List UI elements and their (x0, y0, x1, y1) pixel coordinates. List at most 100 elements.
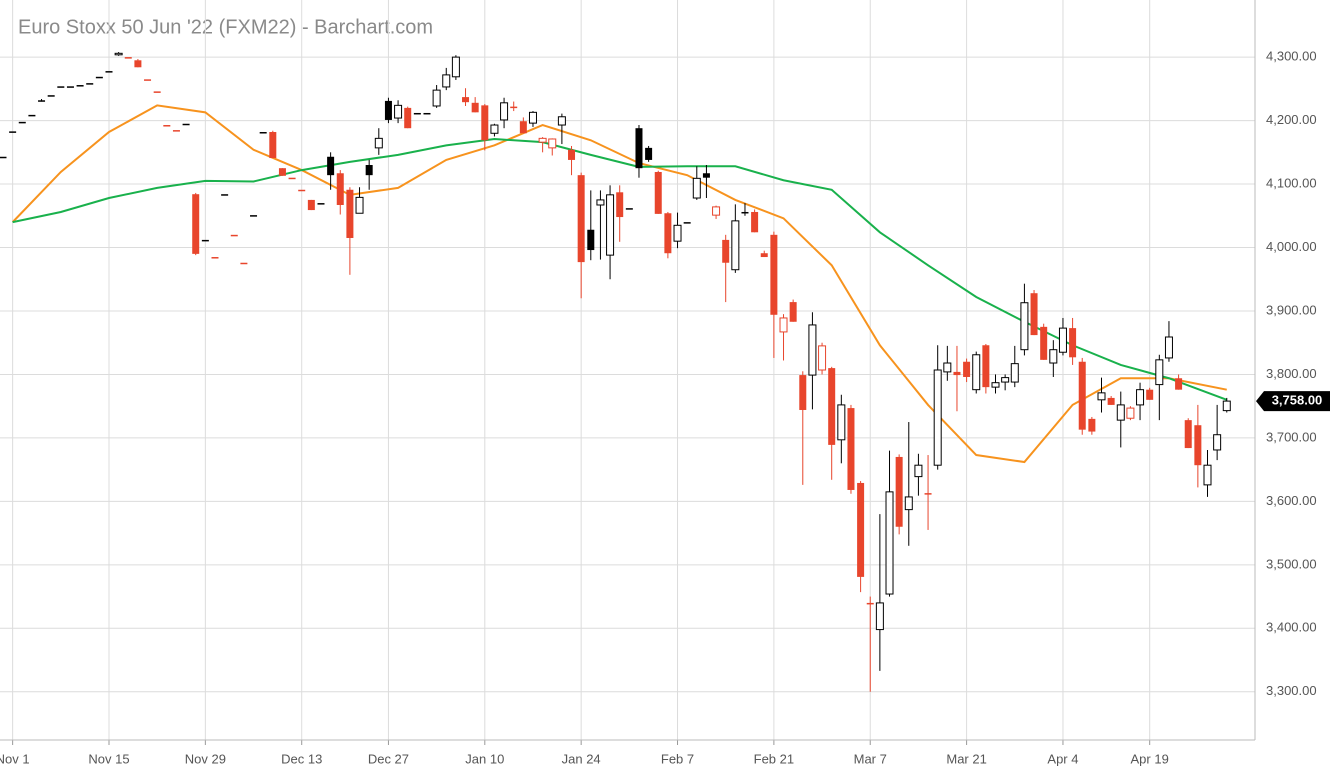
candle-body (616, 192, 624, 218)
candle-body (1194, 425, 1202, 466)
candle-body (596, 199, 605, 206)
candle-body (105, 71, 113, 73)
candle-body (577, 175, 585, 263)
candle (1001, 374, 1010, 391)
candle (857, 481, 865, 593)
candle (432, 85, 441, 108)
candle-body (779, 317, 788, 333)
candle (47, 95, 55, 97)
candle (1107, 396, 1115, 405)
candle (587, 190, 595, 261)
candle-body (47, 95, 55, 97)
candle-body (0, 156, 7, 159)
candle (1155, 354, 1164, 421)
candle-body (808, 324, 817, 376)
candle-body (327, 156, 335, 176)
candle-body (1040, 326, 1048, 360)
candle (423, 112, 431, 115)
candle (692, 166, 701, 200)
candle-body (895, 456, 903, 527)
candle-body (66, 86, 74, 88)
candle-body (288, 177, 296, 180)
y-tick-label: 3,700.00 (1266, 429, 1317, 444)
candle (866, 596, 874, 692)
candle-body (355, 196, 364, 214)
candle (683, 222, 691, 224)
candle (490, 123, 499, 137)
candle (278, 168, 286, 176)
candle-body (914, 464, 923, 478)
candle (95, 76, 103, 79)
candle-body (374, 137, 383, 149)
x-tick-label: Dec 13 (281, 751, 322, 766)
candle (481, 104, 489, 151)
candle (269, 130, 277, 159)
candle-body (317, 203, 325, 205)
candle (1040, 323, 1048, 360)
candle-body (462, 97, 470, 103)
candle-body (451, 56, 460, 78)
candle-body (1058, 327, 1067, 353)
candle-body (442, 74, 451, 88)
candle (1010, 345, 1019, 388)
candle-body (221, 194, 229, 196)
candle-body (875, 602, 884, 631)
chart-title: Euro Stoxx 50 Jun '22 (FXM22) - Barchart… (18, 16, 433, 38)
candle-body (250, 215, 258, 217)
candle (230, 234, 238, 237)
candle-body (799, 375, 807, 410)
candle (953, 345, 961, 412)
candle (374, 128, 383, 155)
candle-body (606, 194, 615, 256)
candle-body (751, 211, 759, 233)
candle-body (336, 173, 344, 205)
x-tick-label: Apr 4 (1047, 751, 1078, 766)
candle (259, 132, 267, 134)
moving-average-line (11, 104, 1227, 464)
candle (635, 125, 643, 178)
candle-body (1107, 397, 1115, 405)
candle (163, 125, 171, 127)
candle (673, 212, 682, 249)
candle (413, 112, 421, 115)
candle-body (1184, 420, 1192, 449)
candle-body (1222, 400, 1231, 412)
candle-body (182, 123, 190, 126)
candle (722, 234, 730, 303)
candle (384, 97, 392, 124)
candle (201, 239, 209, 242)
x-tick-label: Feb 7 (661, 751, 694, 766)
candle-body (346, 189, 354, 238)
candle-body (885, 491, 894, 595)
candle-body (394, 104, 403, 119)
candle-body (259, 132, 267, 134)
candle (914, 453, 923, 496)
candle-body (1001, 377, 1010, 383)
candle-body (1010, 363, 1019, 383)
candle-body (933, 369, 942, 466)
candle (86, 83, 94, 85)
candle (192, 192, 200, 256)
x-tick-label: Apr 19 (1131, 751, 1169, 766)
candle (500, 97, 509, 129)
candle-body (1020, 302, 1029, 351)
candle (394, 100, 403, 124)
candle (462, 88, 470, 106)
candle (336, 170, 344, 215)
candle (818, 342, 827, 375)
candle (211, 257, 219, 259)
y-tick-label: 3,300.00 (1266, 683, 1317, 698)
candle-body (991, 382, 1000, 388)
candle-body (789, 302, 797, 322)
candle (182, 123, 190, 126)
candle (1203, 449, 1212, 497)
candle (355, 187, 364, 214)
candle (933, 345, 942, 470)
candle (616, 185, 624, 242)
candle (847, 404, 855, 494)
candle (963, 358, 971, 383)
candle (288, 177, 296, 180)
candle (577, 172, 585, 299)
candle (471, 97, 479, 113)
candle (1097, 377, 1106, 413)
